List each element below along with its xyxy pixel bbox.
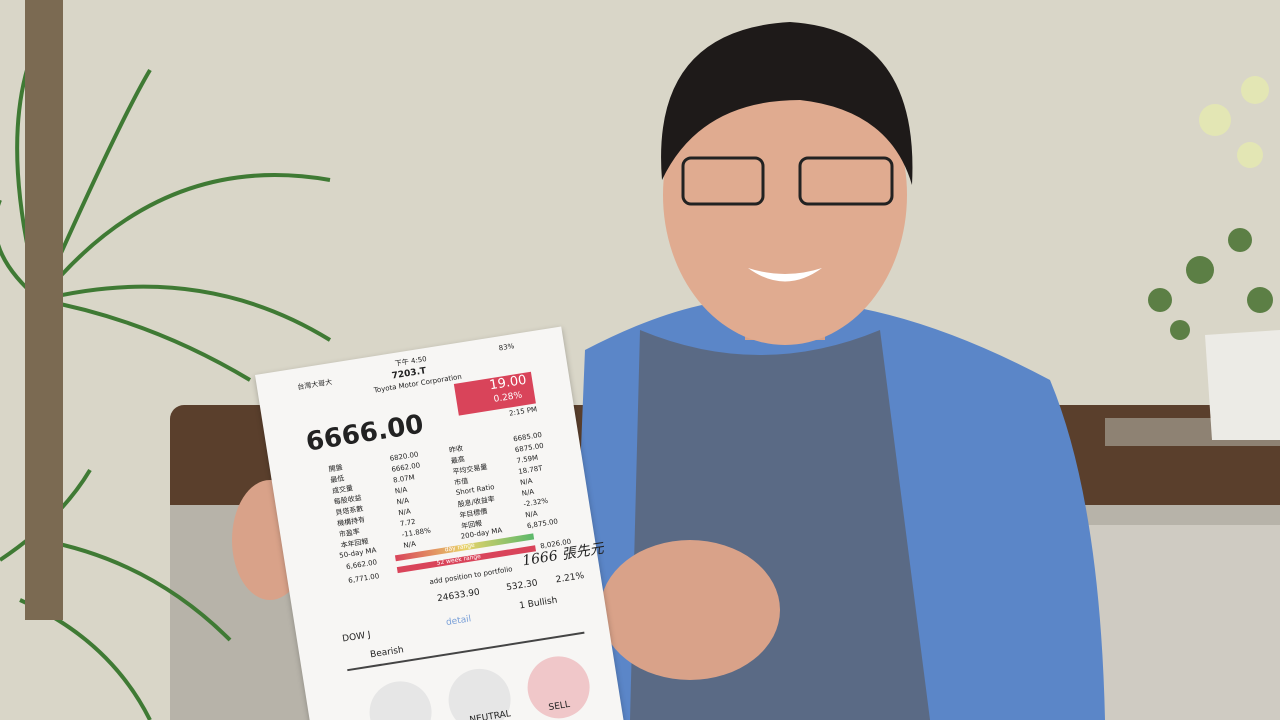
- bullish-count: 1 Bullish: [518, 595, 559, 612]
- stat-value: N/A: [394, 485, 408, 496]
- stat-value: 18.78T: [517, 464, 544, 476]
- quote-time: 2:15 PM: [508, 405, 538, 418]
- index-change: 532.30: [505, 578, 539, 594]
- bearish-label: Bearish: [369, 645, 405, 661]
- range-label: 52 week range: [436, 552, 482, 567]
- add-position: add position to portfolio: [428, 565, 514, 587]
- stat-value: -11.88%: [401, 526, 432, 539]
- stat-value: N/A: [524, 509, 539, 520]
- index-value: 24633.90: [436, 587, 481, 605]
- stat-value: 6875.00: [514, 441, 545, 455]
- range-label: day range: [444, 541, 476, 554]
- stat-value: N/A: [521, 487, 535, 498]
- stat-value: 7.59M: [516, 453, 539, 466]
- index-percent: 2.21%: [555, 571, 585, 586]
- ma-value: N/A: [402, 539, 417, 550]
- index-name: DOW J: [341, 630, 372, 645]
- ma-value: 6,875.00: [526, 517, 559, 531]
- detail-link: detail: [445, 614, 472, 629]
- price: 6666.00: [303, 409, 426, 458]
- stat-value: N/A: [397, 507, 412, 518]
- stat-value: N/A: [519, 476, 533, 487]
- range-value: 6,662.00: [345, 558, 378, 572]
- stat-value: 8.07M: [392, 473, 416, 485]
- carrier: 台灣大哥大: [296, 378, 333, 392]
- stat-value: 7.72: [399, 517, 417, 529]
- gauge: [365, 676, 437, 720]
- stat-value: -2.32%: [522, 496, 549, 509]
- range-value: 6,771.00: [347, 572, 380, 585]
- stat-value: 6662.00: [390, 461, 421, 474]
- battery: 83%: [498, 342, 515, 353]
- stat-value: N/A: [396, 496, 410, 507]
